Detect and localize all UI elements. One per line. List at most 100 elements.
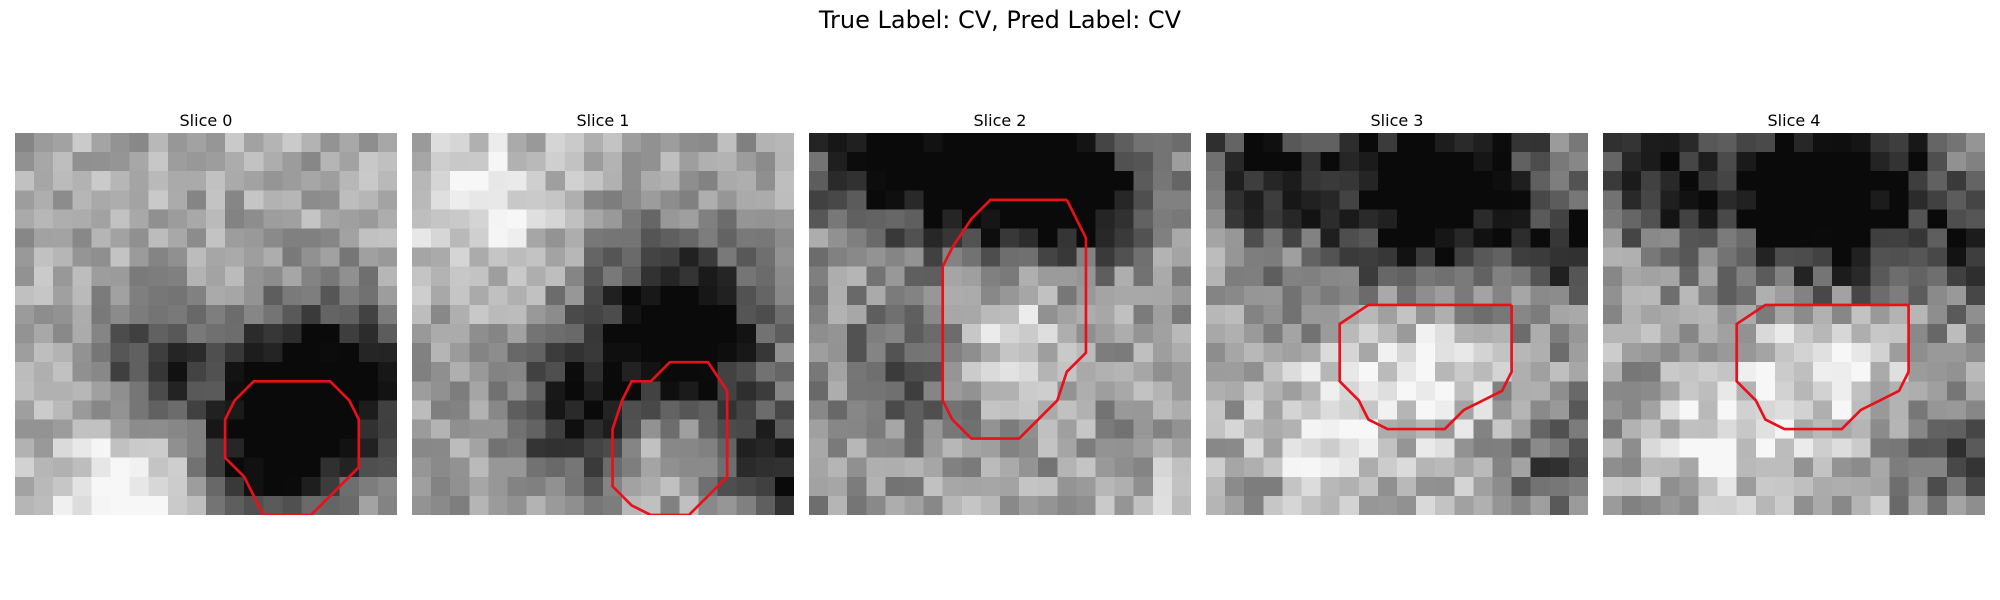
image-pixel — [1965, 285, 1985, 306]
image-pixel — [225, 190, 245, 210]
image-pixel — [679, 209, 699, 229]
image-pixel — [736, 152, 757, 172]
image-pixel — [660, 190, 680, 210]
image-pixel — [828, 266, 848, 287]
image-pixel — [412, 152, 432, 172]
image-pixel — [1530, 171, 1551, 191]
image-pixel — [167, 133, 188, 153]
image-pixel — [1244, 324, 1264, 344]
image-pixel — [545, 285, 566, 306]
image-pixel — [1717, 438, 1738, 459]
image-pixel — [1832, 171, 1852, 191]
image-pixel — [15, 324, 35, 344]
image-pixel — [1263, 457, 1283, 478]
image-pixel — [263, 247, 283, 268]
image-pixel — [1851, 209, 1871, 229]
image-pixel — [1698, 228, 1718, 248]
image-pixel — [1679, 343, 1699, 363]
image-pixel — [1530, 495, 1551, 515]
image-pixel — [206, 457, 226, 478]
image-pixel — [980, 419, 1001, 439]
image-pixel — [1454, 228, 1474, 248]
image-pixel — [206, 171, 226, 191]
image-pixel — [412, 476, 432, 497]
image-pixel — [1206, 304, 1226, 325]
image-pixel — [339, 266, 360, 287]
image-pixel — [1568, 266, 1588, 287]
contour-outline — [611, 360, 729, 515]
image-pixel — [679, 266, 699, 287]
image-pixel — [1568, 476, 1588, 497]
image-pixel — [1549, 419, 1570, 439]
image-pixel — [129, 209, 150, 229]
image-pixel — [1511, 362, 1532, 382]
image-pixel — [129, 457, 150, 478]
image-pixel — [450, 495, 470, 515]
image-pixel — [1641, 381, 1661, 401]
image-pixel — [110, 285, 130, 306]
image-pixel — [1511, 171, 1532, 191]
image-pixel — [1114, 324, 1135, 344]
image-pixel — [377, 476, 397, 497]
image-pixel — [282, 304, 302, 325]
image-pixel — [1660, 209, 1680, 229]
image-pixel — [1057, 171, 1077, 191]
image-pixel — [1000, 457, 1020, 478]
image-pixel — [622, 228, 642, 248]
image-pixel — [507, 209, 527, 229]
image-pixel — [847, 228, 867, 248]
image-pixel — [564, 304, 585, 325]
image-pixel — [1511, 152, 1532, 172]
image-pixel — [885, 400, 905, 420]
image-pixel — [828, 285, 848, 306]
image-pixel — [282, 285, 302, 306]
image-pixel — [923, 171, 944, 191]
image-pixel — [847, 285, 867, 306]
image-pixel — [1889, 228, 1909, 248]
image-pixel — [186, 152, 207, 172]
image-pixel — [698, 381, 718, 401]
image-pixel — [1870, 266, 1890, 287]
image-pixel — [377, 247, 397, 268]
image-pixel — [961, 419, 982, 439]
image-pixel — [148, 476, 169, 497]
image-pixel — [431, 209, 451, 229]
image-pixel — [110, 324, 130, 344]
image-pixel — [847, 457, 867, 478]
image-pixel — [1965, 457, 1985, 478]
image-pixel — [1813, 247, 1833, 268]
image-pixel — [1946, 381, 1967, 401]
image-pixel — [1603, 324, 1623, 344]
image-pixel — [15, 438, 35, 459]
image-pixel — [507, 419, 527, 439]
image-pixel — [1908, 266, 1929, 287]
image-pixel — [1946, 152, 1967, 172]
image-pixel — [1717, 419, 1738, 439]
image-pixel — [1603, 400, 1623, 420]
image-pixel — [564, 381, 585, 401]
image-pixel — [961, 266, 982, 287]
image-pixel — [1301, 476, 1321, 497]
image-pixel — [622, 381, 642, 401]
image-pixel — [1038, 457, 1058, 478]
image-pixel — [167, 362, 188, 382]
image-pixel — [923, 133, 944, 153]
image-pixel — [1736, 285, 1757, 306]
image-pixel — [1908, 381, 1929, 401]
image-pixel — [1660, 476, 1680, 497]
image-pixel — [1416, 190, 1436, 210]
image-pixel — [1851, 285, 1871, 306]
image-pixel — [1622, 362, 1642, 382]
image-pixel — [1000, 209, 1020, 229]
image-pixel — [526, 476, 547, 497]
image-pixel — [1492, 171, 1512, 191]
image-pixel — [1927, 247, 1948, 268]
image-pixel — [1530, 457, 1551, 478]
image-pixel — [774, 171, 794, 191]
image-pixel — [1549, 171, 1570, 191]
image-pixel — [1965, 381, 1985, 401]
image-pixel — [206, 400, 226, 420]
image-pixel — [545, 266, 566, 287]
image-pixel — [1492, 362, 1512, 382]
image-pixel — [1568, 324, 1588, 344]
